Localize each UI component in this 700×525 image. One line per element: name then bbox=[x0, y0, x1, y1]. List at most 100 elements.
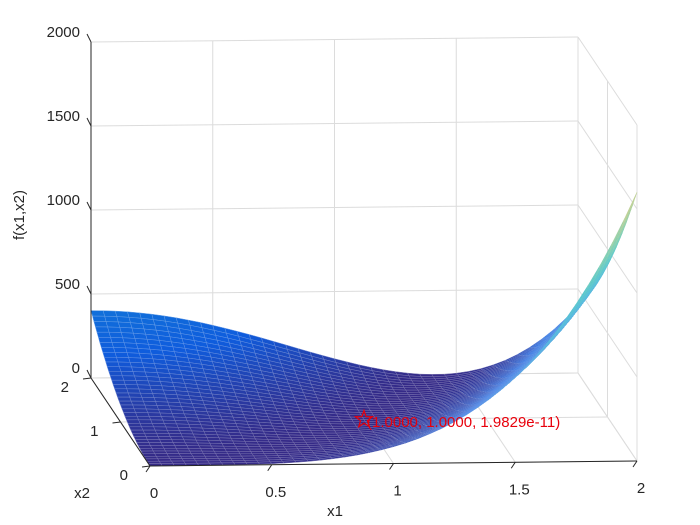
surface-patch bbox=[143, 456, 159, 460]
surface-patch bbox=[169, 436, 185, 441]
surface-patch bbox=[153, 426, 168, 431]
surface-patch bbox=[141, 426, 156, 431]
surface-patch bbox=[146, 439, 162, 443]
surface-patch bbox=[290, 437, 305, 441]
surface-patch bbox=[230, 458, 245, 461]
y-tick-mark bbox=[82, 377, 92, 380]
surface-patch bbox=[121, 408, 136, 413]
surface-patch bbox=[201, 450, 217, 454]
z-tick-label: 1500 bbox=[47, 108, 80, 125]
z-tick-label: 500 bbox=[55, 276, 80, 293]
y-tick-mark bbox=[112, 421, 121, 424]
surface-patch bbox=[241, 455, 256, 459]
surface-patch bbox=[203, 453, 218, 457]
surface-patch bbox=[166, 430, 182, 434]
surface-patch bbox=[171, 439, 186, 444]
surface-patch bbox=[150, 419, 165, 424]
surface-patch bbox=[109, 375, 125, 381]
surface-patch bbox=[111, 379, 126, 385]
surface-patch bbox=[175, 448, 191, 452]
surface-patch bbox=[270, 444, 285, 448]
surface-patch bbox=[125, 347, 140, 354]
surface-patch bbox=[195, 439, 211, 444]
surface-patch bbox=[142, 429, 157, 434]
surface-patch bbox=[106, 366, 122, 372]
surface-patch bbox=[420, 376, 436, 380]
surface-patch bbox=[291, 439, 307, 443]
surface-patch bbox=[162, 445, 177, 449]
surface-patch bbox=[136, 442, 151, 446]
surface-patch bbox=[368, 407, 383, 411]
surface-patch bbox=[248, 448, 264, 452]
surface-patch bbox=[105, 321, 121, 328]
surface-patch bbox=[216, 455, 232, 459]
surface-patch bbox=[126, 419, 141, 424]
surface-patch bbox=[111, 342, 127, 349]
surface-patch bbox=[177, 450, 192, 454]
surface-patch bbox=[170, 460, 186, 464]
surface-patch bbox=[119, 327, 134, 334]
x-tick-label: 1.5 bbox=[509, 481, 530, 498]
surface-patch bbox=[181, 458, 197, 462]
surface-patch bbox=[184, 442, 200, 447]
surface-patch bbox=[394, 391, 410, 395]
surface-patch bbox=[192, 455, 207, 459]
surface-patch bbox=[133, 436, 148, 440]
surface-patch bbox=[183, 439, 199, 444]
x-tick-label: 0 bbox=[150, 485, 158, 502]
surface-patch bbox=[169, 458, 185, 462]
surface-patch bbox=[140, 450, 156, 455]
surface-patch bbox=[135, 412, 150, 417]
surface-patch bbox=[114, 388, 129, 394]
surface-patch bbox=[114, 310, 130, 318]
surface-patch bbox=[126, 388, 141, 394]
surface-patch bbox=[168, 433, 183, 438]
surface-patch bbox=[293, 441, 308, 445]
surface-patch bbox=[219, 460, 235, 464]
surface-patch bbox=[282, 444, 297, 448]
surface-patch bbox=[194, 436, 209, 441]
surface-patch bbox=[189, 450, 204, 454]
surface-patch bbox=[220, 440, 235, 444]
surface-patch bbox=[102, 310, 118, 317]
surface-patch bbox=[128, 357, 143, 364]
surface-patch bbox=[131, 366, 146, 373]
surface-patch bbox=[225, 451, 241, 455]
z-tick-label: 1000 bbox=[47, 192, 80, 209]
surface-patch bbox=[135, 380, 151, 386]
surface-patch bbox=[127, 392, 143, 398]
surface-patch bbox=[138, 388, 153, 394]
surface-patch bbox=[132, 371, 148, 377]
surface-patch bbox=[129, 362, 145, 368]
surface-patch bbox=[148, 442, 163, 446]
surface-patch bbox=[271, 446, 287, 450]
surface-patch bbox=[154, 429, 170, 434]
surface-patch bbox=[172, 442, 188, 446]
surface-patch bbox=[280, 441, 296, 445]
surface-patch bbox=[133, 408, 149, 413]
surface-patch bbox=[186, 445, 202, 449]
surface-patch bbox=[145, 458, 160, 462]
surface-patch bbox=[331, 425, 346, 429]
surface-patch bbox=[193, 458, 209, 462]
surface-patch bbox=[138, 419, 153, 424]
z-tick-label: 2000 bbox=[47, 24, 80, 41]
surface-patch bbox=[124, 416, 139, 421]
surface-patch bbox=[123, 342, 139, 349]
surface-patch bbox=[93, 321, 108, 328]
surface-patch bbox=[157, 436, 173, 440]
surface-patch bbox=[92, 315, 107, 322]
surface-patch bbox=[162, 419, 177, 425]
surface-patch bbox=[128, 426, 144, 431]
minimum-star-icon bbox=[353, 408, 375, 429]
surface-patch bbox=[154, 453, 169, 457]
surface-patch bbox=[178, 453, 194, 457]
surface-patch bbox=[320, 428, 336, 432]
surface-patch bbox=[118, 400, 134, 406]
surface-patch bbox=[110, 337, 125, 344]
y-tick-label: 0 bbox=[120, 467, 128, 484]
surface-mesh bbox=[90, 191, 638, 467]
surface-patch bbox=[251, 453, 267, 457]
surface-patch bbox=[107, 326, 122, 333]
minimum-marker bbox=[353, 408, 375, 429]
